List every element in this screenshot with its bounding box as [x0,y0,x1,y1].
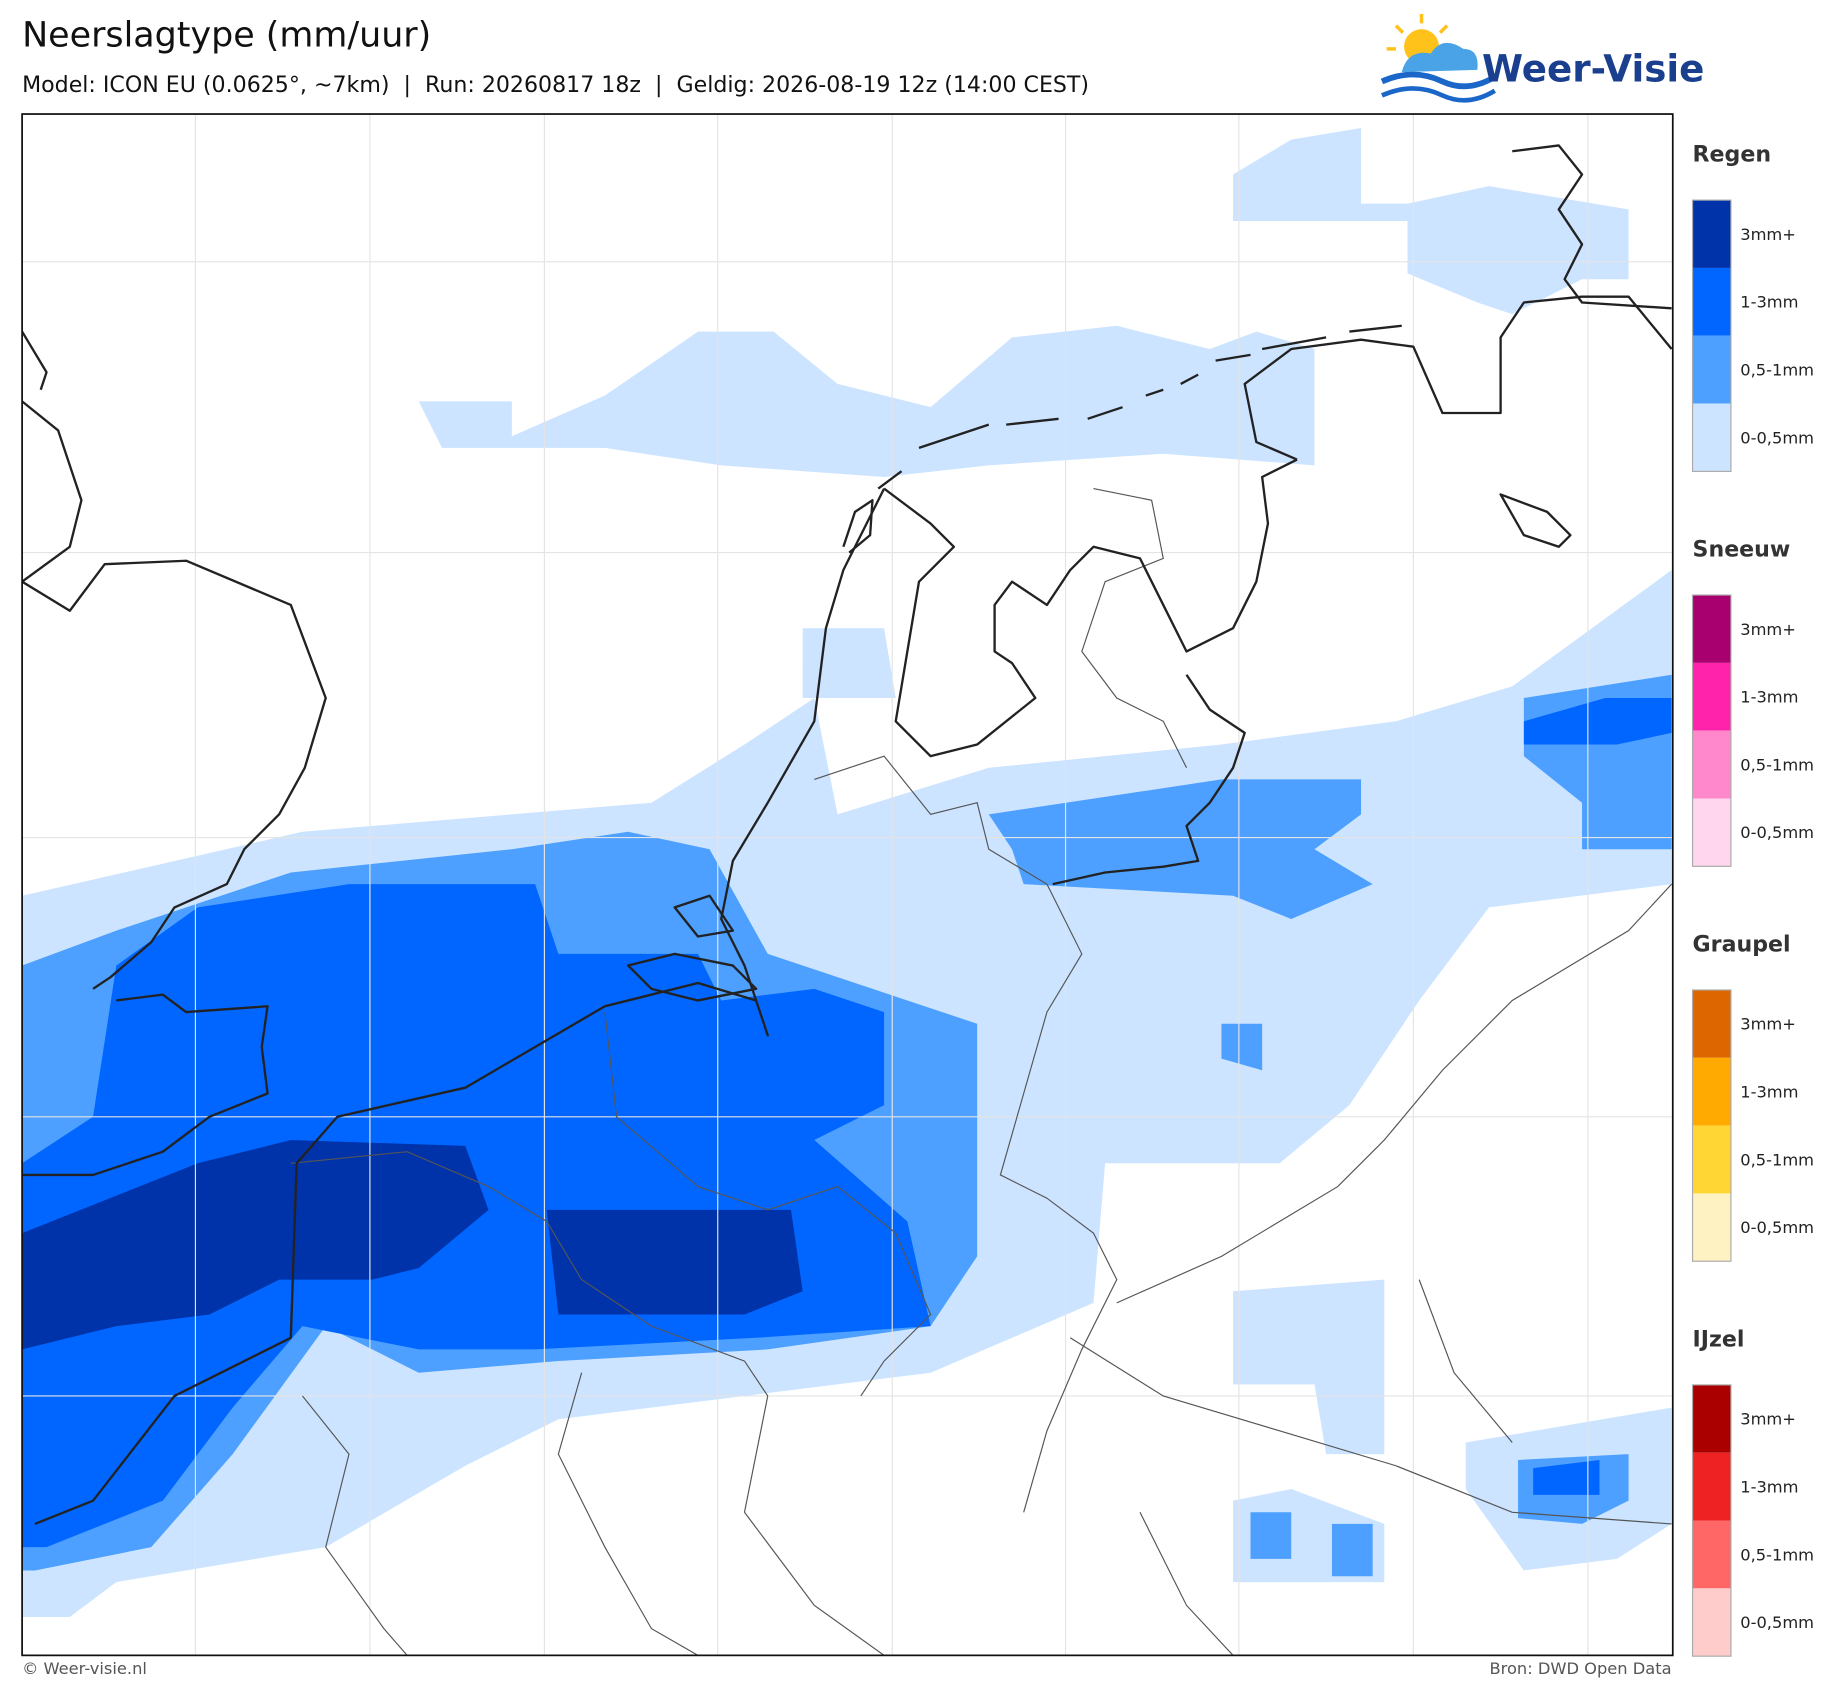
legend-swatch [1692,1193,1731,1262]
legend-swatch [1692,1452,1731,1521]
precip-area [1250,1512,1292,1559]
legend-label: 0,5-1mm [1740,1150,1814,1169]
logo: Weer-Visie [1380,13,1704,103]
legend-title: IJzel [1693,1327,1745,1353]
logo-text: Weer-Visie [1482,46,1704,90]
subtitle: Model: ICON EU (0.0625°, ~7km) | Run: 20… [22,72,1089,98]
legend-label: 3mm+ [1740,620,1796,639]
legend-title: Sneeuw [1693,537,1791,563]
legend-title: Regen [1693,142,1772,168]
legend-label: 0-0,5mm [1740,823,1814,842]
legend-swatch [1692,730,1731,799]
legend-label: 3mm+ [1740,1410,1796,1429]
legend-swatch [1692,1384,1731,1453]
legend-label: 3mm+ [1740,225,1796,244]
footer-left: © Weer-visie.nl [22,1659,147,1678]
precip-area [802,628,896,698]
legend-swatch [1692,267,1731,336]
legend-label: 0-0,5mm [1740,428,1814,447]
legend-label: 1-3mm [1740,688,1798,707]
legend-swatch [1692,1125,1731,1194]
footer-right: Bron: DWD Open Data [1489,1659,1671,1678]
legend-title: Graupel [1693,932,1791,958]
precip-area [1331,1523,1373,1577]
legend-label: 1-3mm [1740,293,1798,312]
map [22,114,1673,1656]
legend-swatch [1692,662,1731,731]
map-frame [21,113,1674,1657]
grid [22,114,1673,1656]
precip-area [1523,698,1672,745]
legend-swatch [1692,335,1731,404]
legend-label: 0-0,5mm [1740,1218,1814,1237]
legend-label: 0,5-1mm [1740,755,1814,774]
precip-area [418,325,1315,477]
precip-area [546,1209,803,1315]
legend-label: 0,5-1mm [1740,360,1814,379]
legend-label: 1-3mm [1740,1477,1798,1496]
legend-frame [1691,1384,1732,1657]
precip-area [22,1140,489,1350]
precip-area [988,779,1373,920]
legend-frame [1691,989,1732,1262]
legend-frame [1691,199,1732,472]
legend-swatch [1692,595,1731,663]
borders [290,488,1673,1656]
precip-area [1533,1459,1600,1495]
legend-swatch [1692,403,1731,472]
precip-area [1221,1023,1263,1071]
legend-swatch [1692,1520,1731,1589]
legend-swatch [1692,989,1731,1058]
legend-swatch [1692,1057,1731,1126]
legend-swatch [1692,200,1731,268]
precipitation [22,128,1672,1617]
legend-frame [1691,594,1732,867]
legend-swatch [1692,1588,1731,1657]
legend-swatch [1692,798,1731,867]
legend-label: 3mm+ [1740,1015,1796,1034]
precip-area [1233,128,1629,315]
precip-area [1233,1279,1385,1455]
legend-label: 0,5-1mm [1740,1545,1814,1564]
coastlines [22,144,1673,1525]
legend-label: 0-0,5mm [1740,1613,1814,1632]
legend-label: 1-3mm [1740,1083,1798,1102]
legend: Regen 3mm+ 1-3mm 0,5-1mm 0-0,5mm Sneeuw 3mm+ 1-… [1691,142,1814,1657]
title: Neerslagtype (mm/uur) [22,16,431,56]
